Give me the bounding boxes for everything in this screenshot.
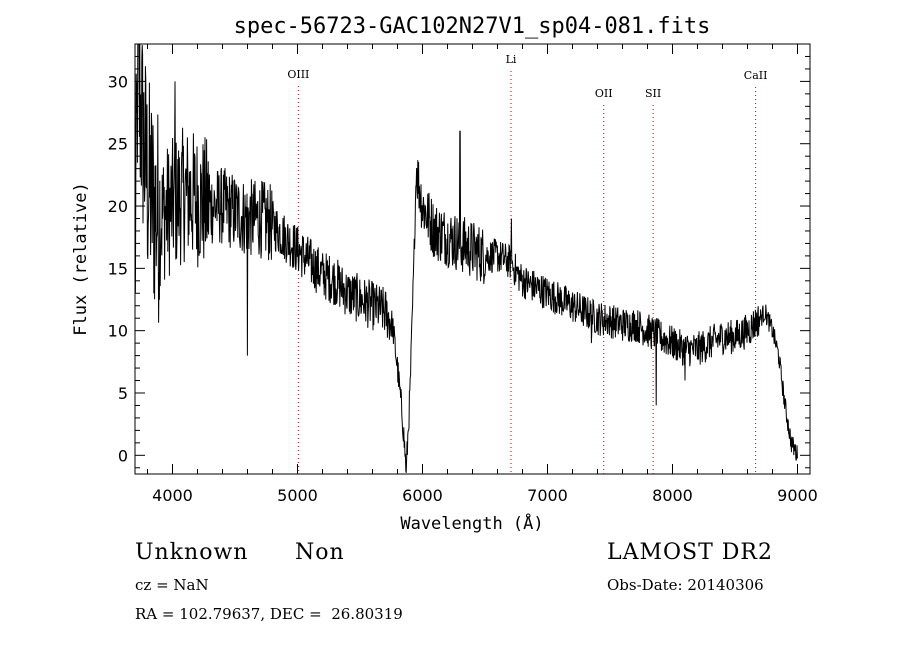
x-axis-label: Wavelength (Å) (400, 512, 543, 534)
coords-label: RA = 102.79637, DEC = 26.80319 (135, 605, 403, 623)
spectral-line-label: CaII (744, 69, 768, 82)
x-tick-label: 4000 (152, 486, 193, 505)
y-tick-label: 15 (108, 259, 128, 278)
x-tick-label: 5000 (277, 486, 318, 505)
spectral-line-label: Li (506, 53, 517, 66)
x-tick-label: 8000 (652, 486, 693, 505)
subclass-label: Non (295, 540, 345, 565)
y-tick-label: 0 (118, 446, 128, 465)
class-label: Unknown (135, 540, 249, 565)
y-tick-label: 20 (108, 197, 128, 216)
y-tick-label: 25 (108, 135, 128, 154)
x-tick-label: 7000 (527, 486, 568, 505)
x-tick-label: 9000 (777, 486, 818, 505)
cz-label: cz = NaN (135, 576, 209, 594)
spectrum-line (134, 43, 798, 473)
spectral-line-label: OIII (287, 68, 309, 81)
y-tick-label: 30 (108, 72, 128, 91)
obs-date-label: Obs-Date: 20140306 (607, 576, 764, 594)
spectral-line-label: OII (595, 87, 613, 100)
y-tick-label: 10 (108, 322, 128, 341)
spectral-line-label: SII (645, 87, 661, 100)
x-tick-label: 6000 (402, 486, 443, 505)
y-axis-label: Flux (relative) (71, 182, 91, 336)
chart-title: spec-56723-GAC102N27V1_sp04-081.fits (234, 14, 711, 39)
spectral-line-markers: OIII Li OII SII CaII (287, 53, 767, 474)
y-tick-label: 5 (118, 384, 128, 403)
survey-label: LAMOST DR2 (607, 540, 773, 565)
axis-ticks: 4000 5000 6000 7000 8000 9000 0 5 10 15 20 25 30 (108, 44, 818, 505)
